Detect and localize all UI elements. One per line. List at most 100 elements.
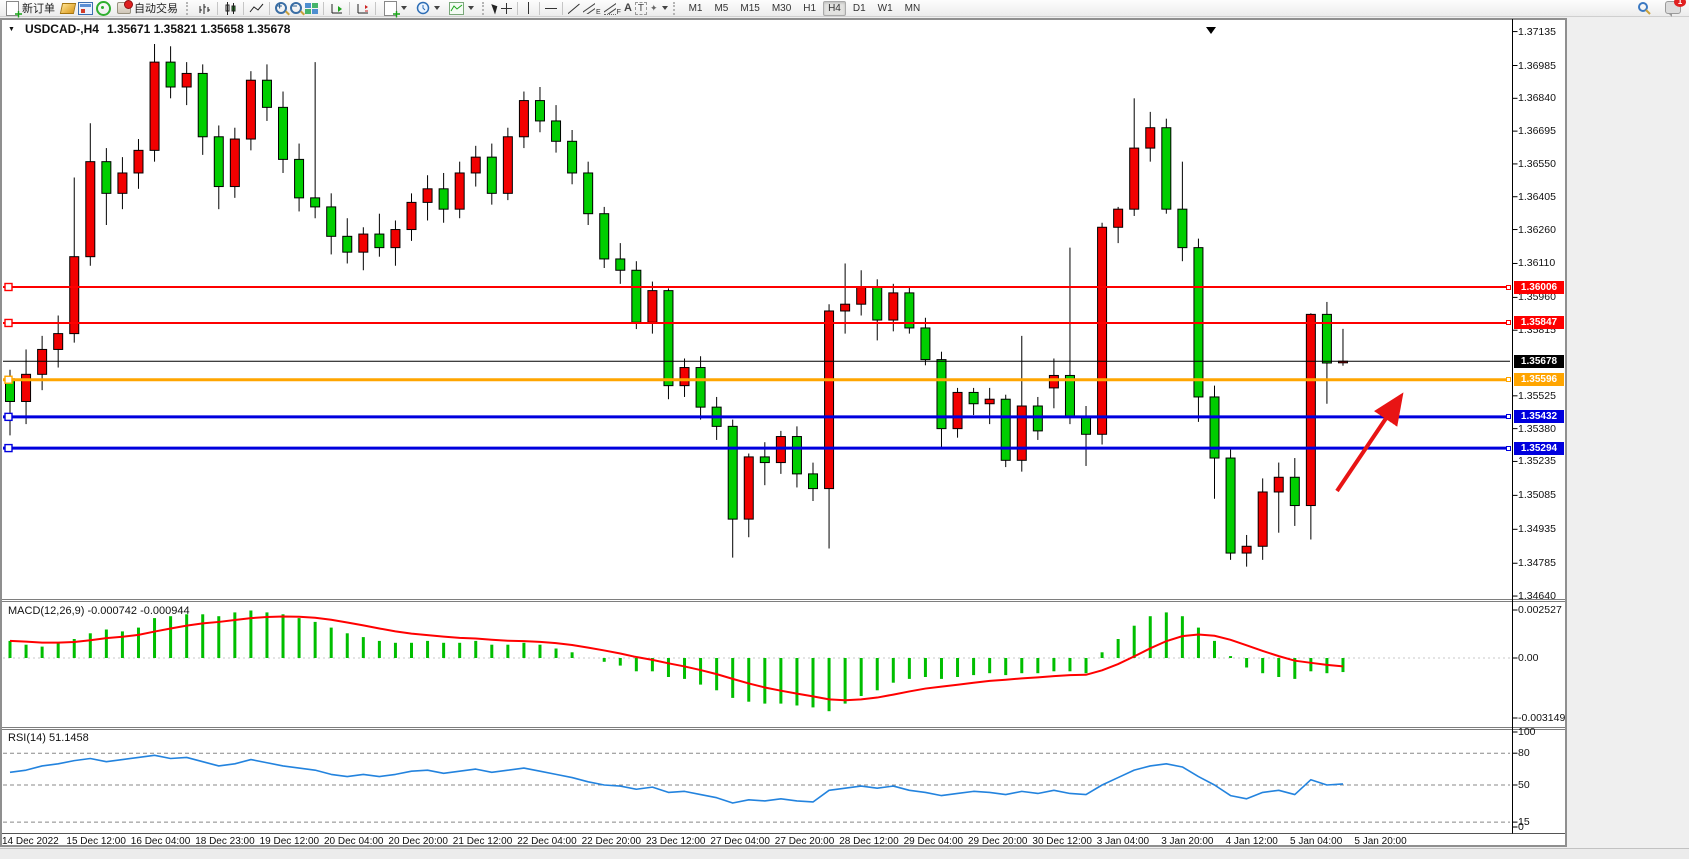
candle [342,235,353,253]
candlestick-button[interactable] [223,1,238,15]
arrows-tool-icon[interactable]: ✦ [650,2,658,13]
signals-icon[interactable] [96,0,111,16]
hline-handle[interactable] [4,412,13,422]
candle [759,456,770,464]
candle [968,391,979,405]
timeframe-button-M15[interactable]: M15 [740,2,760,14]
candle [21,373,32,402]
chevron-down-icon [434,6,440,10]
candle [534,100,545,122]
candle [1016,405,1027,461]
candle [181,72,192,88]
hline-handle[interactable] [4,375,13,384]
timeframe-button-D1[interactable]: D1 [852,2,866,14]
candle [824,310,835,490]
notifications-icon[interactable]: 1 [1665,0,1686,17]
candle [936,359,947,430]
timeframe-button-W1[interactable]: W1 [877,2,893,14]
candle [470,156,481,174]
timeframe-button-M30[interactable]: M30 [771,2,792,14]
profiles-button[interactable] [413,1,443,16]
crosshair-tool-icon[interactable] [501,2,512,14]
candle [1177,208,1188,249]
candle [101,161,112,194]
candle [1289,476,1300,507]
chart-shift-icon[interactable] [355,2,370,15]
candle [904,292,915,329]
timeframe-button-MN[interactable]: MN [904,2,921,14]
candle [438,188,449,210]
fibonacci-tool-icon[interactable] [603,2,616,15]
toolbar-grip [482,1,488,15]
candle [133,149,144,174]
timeframe-button-H4[interactable]: H4 [823,0,846,16]
candle [808,473,818,490]
timeframe-button-H1[interactable]: H1 [803,2,817,14]
chart-ohlc-values: 1.35671 1.35821 1.35658 1.35678 [106,22,291,36]
tile-windows-icon[interactable] [305,2,318,14]
auto-arrange-icon[interactable] [329,2,344,15]
indicators-button[interactable] [446,1,477,16]
candle [197,72,208,138]
candle [518,100,529,138]
chart-window[interactable] [0,18,1567,847]
hline-handle[interactable] [4,282,13,292]
candle [1145,127,1156,149]
candle [631,269,642,323]
candle [615,258,626,271]
candle [583,172,594,215]
bar-chart-button[interactable] [197,2,212,15]
candle [1161,127,1172,210]
chevron-down-icon [661,6,668,10]
candle [229,138,240,188]
candle [679,367,690,387]
candle [567,140,578,174]
candle [374,233,385,249]
candle [454,172,465,210]
new-order-button[interactable]: 新订单 [3,0,58,16]
candle [213,136,224,188]
text-tool-icon[interactable]: A [623,2,632,14]
autotrading-button[interactable]: 自动交易 [114,0,181,16]
candle [952,391,963,430]
candle [1305,313,1316,507]
candle [358,233,369,253]
candle [165,61,176,88]
trend-arrow-annotation[interactable] [1335,392,1404,493]
zoom-in-icon[interactable]: + [275,1,287,14]
timeframe-button-M5[interactable]: M5 [714,2,729,14]
search-icon[interactable] [1637,1,1651,15]
fibonacci-tool-label: F [616,9,621,16]
timeframe-button-M1[interactable]: M1 [688,2,703,14]
candle [984,398,995,405]
zoom-out-icon[interactable]: − [290,1,302,14]
toolbar-grip [672,1,679,15]
candle [1225,457,1236,554]
chart-window-icon[interactable] [78,1,93,15]
vertical-line-tool-icon[interactable] [528,2,529,14]
clock-icon [416,1,430,15]
chevron-down-icon [468,6,474,10]
label-tool-icon[interactable]: T [634,1,648,15]
notification-badge: 1 [1674,0,1686,7]
candle [245,79,256,140]
candle [278,106,289,160]
candle [920,327,931,361]
hline-handle[interactable] [4,318,13,328]
collapse-icon[interactable] [8,22,17,36]
hline-handle[interactable] [4,443,13,453]
line-chart-button[interactable] [249,2,264,15]
candle [53,333,64,350]
autotrading-label: 自动交易 [134,3,178,15]
chart-title: USDCAD-,H4 1.35671 1.35821 1.35658 1.356… [8,22,291,36]
chevron-down-icon [401,6,407,10]
toolbar: 新订单 自动交易 + − [0,0,1689,17]
candle [149,61,160,151]
new-chart-button[interactable] [381,0,410,16]
candle [1081,416,1092,435]
candle [1129,147,1140,210]
candle [1113,208,1124,228]
horizontal-line-tool-icon[interactable] [545,7,557,9]
